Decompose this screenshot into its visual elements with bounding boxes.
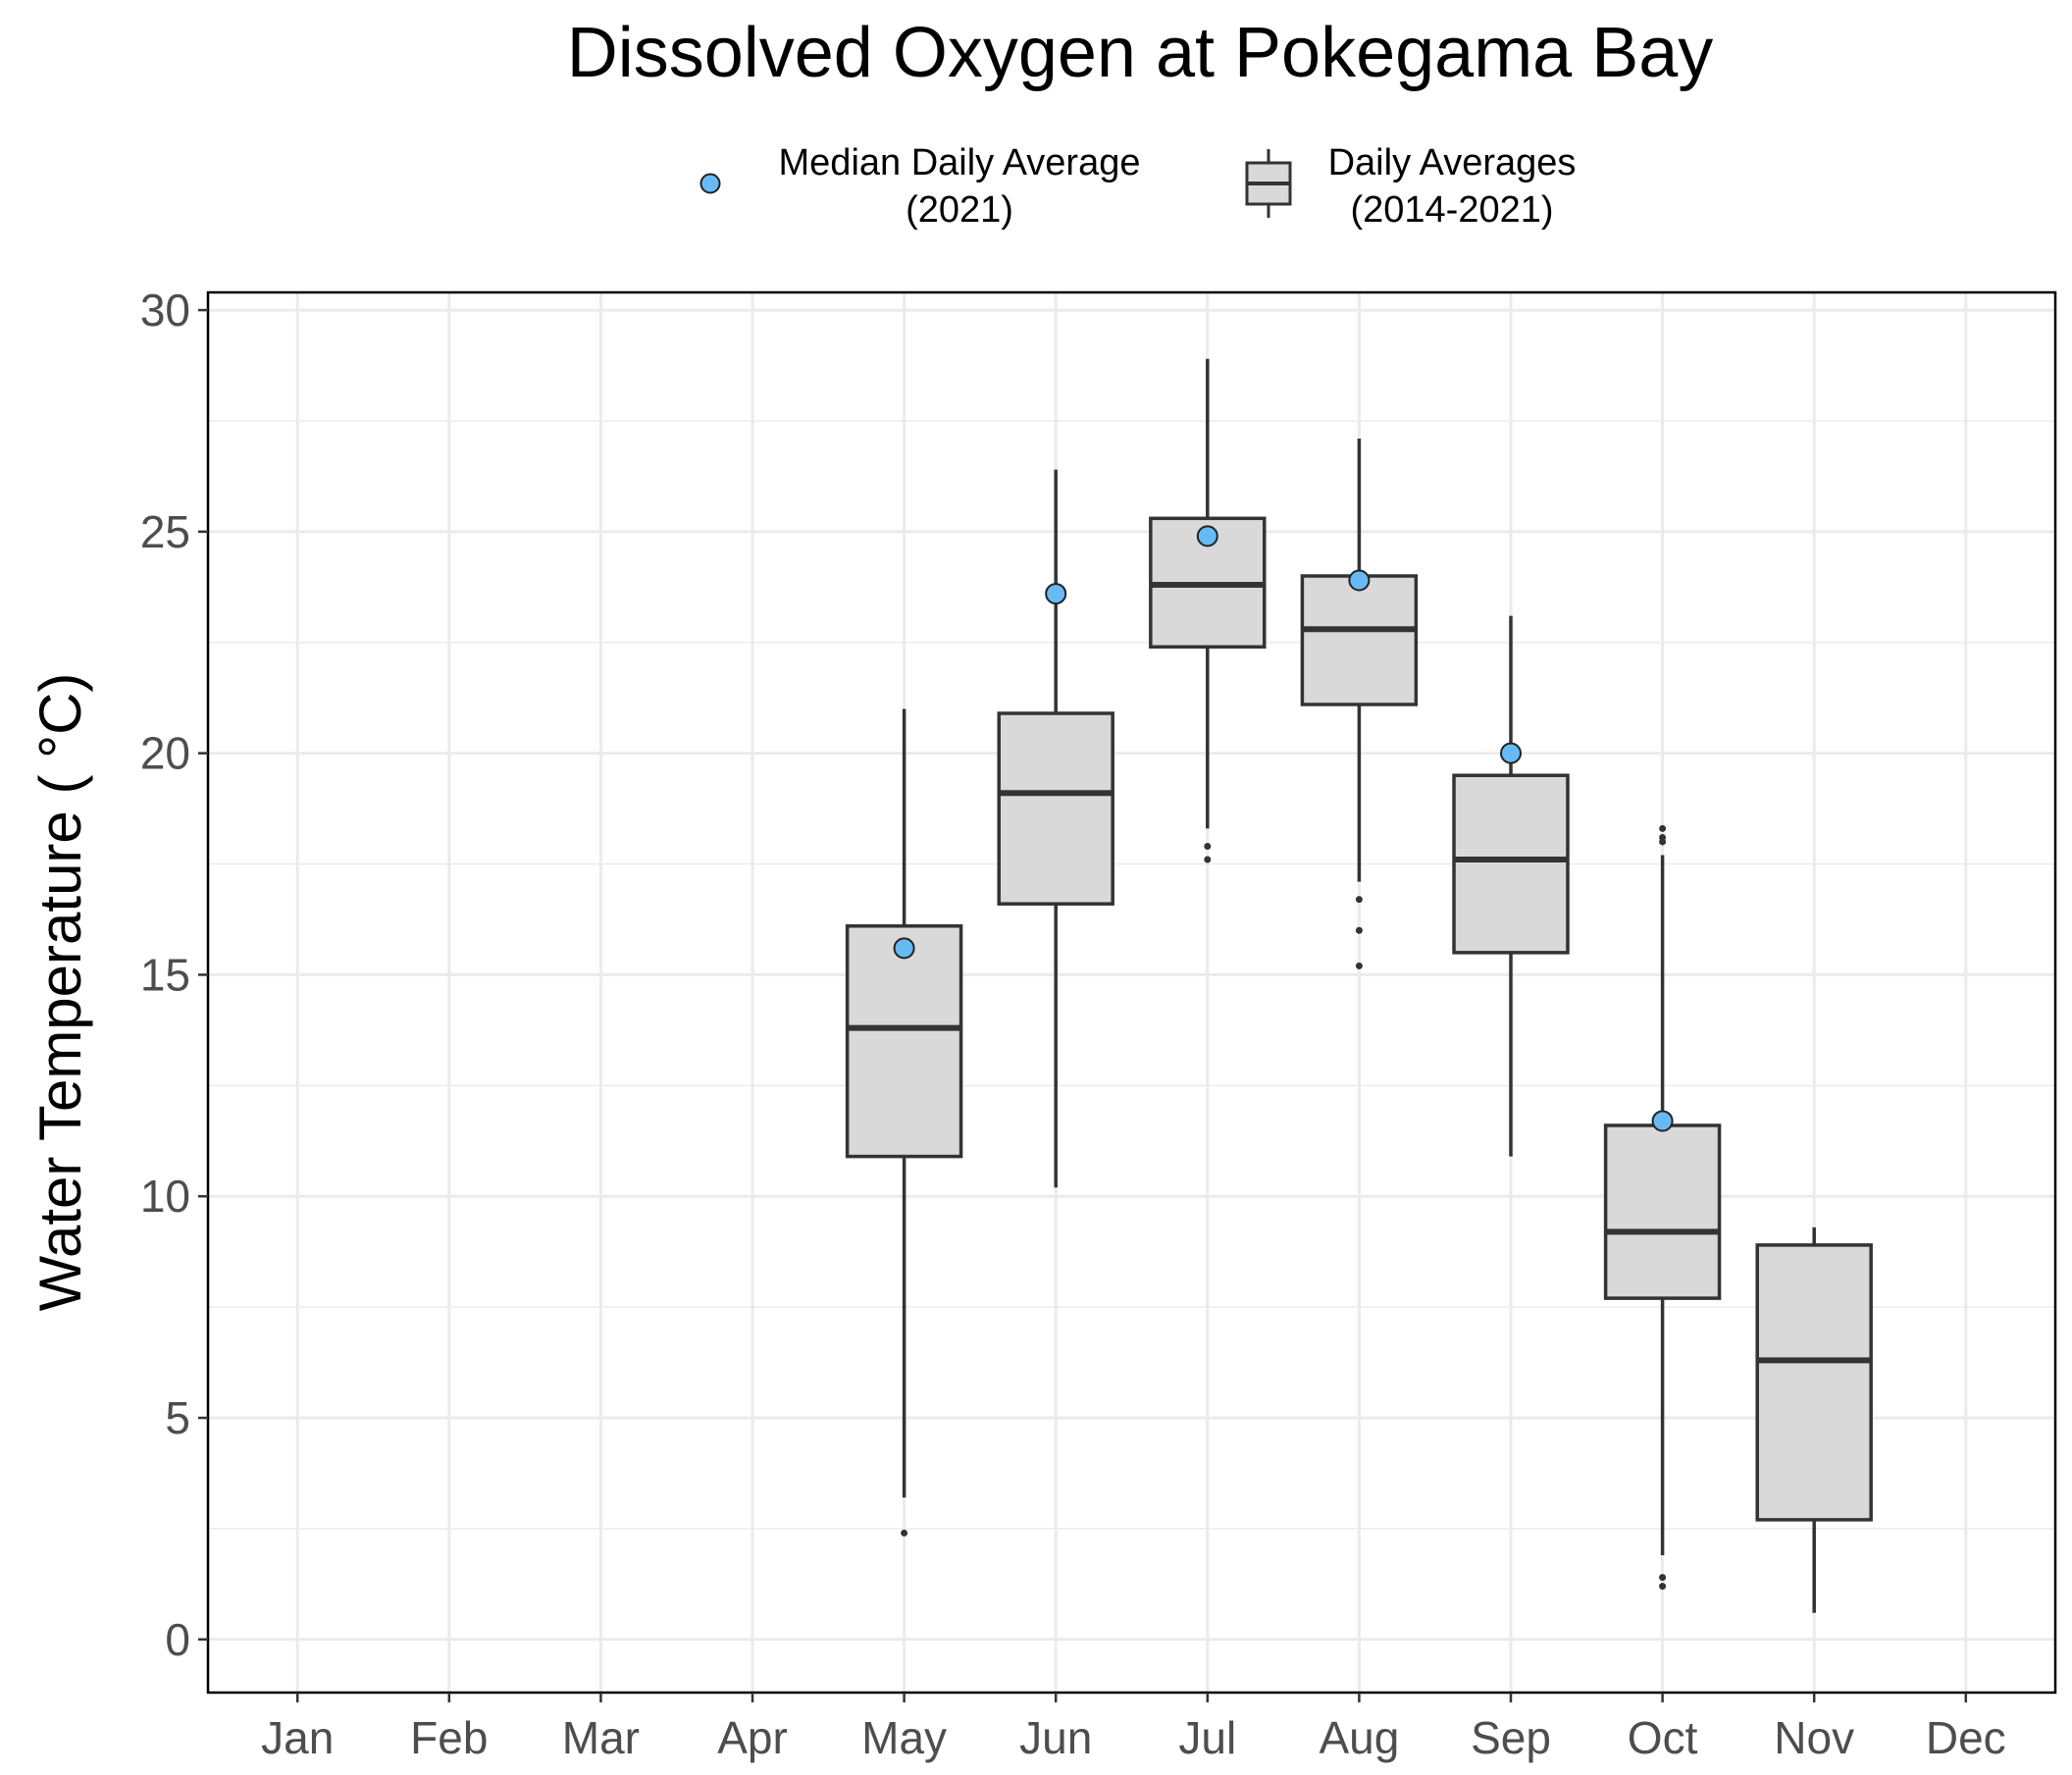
median-point-jul [1196, 525, 1218, 548]
outlier-point [1204, 842, 1212, 850]
y-tick-label: 10 [140, 1171, 190, 1222]
x-tick-label-jan: Jan [261, 1712, 334, 1763]
box-oct [1603, 824, 1722, 1591]
x-tick-label-oct: Oct [1628, 1712, 1698, 1763]
outlier-point [1204, 856, 1212, 863]
box-jul [1149, 358, 1267, 863]
box-iqr [1755, 1243, 1873, 1522]
box-sep [1452, 615, 1570, 1157]
y-tick-label: 20 [140, 728, 190, 779]
outlier-point [1659, 824, 1667, 832]
x-tick-label-mar: Mar [562, 1712, 640, 1763]
x-tick-label-jun: Jun [1019, 1712, 1092, 1763]
legend-box-label-line1: Daily Averages [1328, 142, 1577, 183]
box-nov [1755, 1227, 1873, 1613]
y-tick-label: 0 [165, 1614, 190, 1665]
legend-point-label-line1: Median Daily Average [779, 142, 1141, 183]
median-point-aug [1348, 569, 1371, 592]
x-tick-label-feb: Feb [410, 1712, 488, 1763]
x-tick-label-may: May [861, 1712, 947, 1763]
outlier-point [1659, 1583, 1667, 1591]
panel-border [206, 290, 2057, 1695]
median-point-jun [1045, 583, 1067, 605]
box-may [845, 708, 963, 1537]
y-axis-label: Water Temperature ( °C) [27, 673, 93, 1312]
median-2021-points [893, 525, 1674, 1132]
x-tick-label-sep: Sep [1471, 1712, 1551, 1763]
box-iqr [1300, 574, 1419, 706]
y-tick-label: 25 [140, 506, 190, 557]
box-iqr [1452, 773, 1570, 955]
y-tick-label: 15 [140, 949, 190, 1000]
legend: Median Daily Average (2021) Daily Averag… [699, 142, 1577, 231]
legend-box-label-line2: (2014-2021) [1350, 189, 1553, 231]
outlier-point [1355, 962, 1363, 969]
legend-point-key [699, 173, 721, 194]
outlier-point [1659, 838, 1667, 846]
x-tick-label-dec: Dec [1926, 1712, 2006, 1763]
y-tick-label: 30 [140, 285, 190, 336]
median-point-oct [1651, 1110, 1674, 1132]
y-axis: 0 5 10 15 20 25 30 [140, 285, 208, 1665]
box-jun [997, 469, 1114, 1188]
box-iqr [1603, 1123, 1722, 1300]
x-tick-label-apr: Apr [717, 1712, 788, 1763]
box-iqr [845, 924, 963, 1159]
y-tick-label: 5 [165, 1392, 190, 1443]
median-point-sep [1499, 742, 1522, 764]
outlier-point [1355, 926, 1363, 934]
boxes [845, 358, 1873, 1613]
box-iqr [997, 711, 1114, 906]
legend-point-label-line2: (2021) [906, 189, 1013, 231]
x-tick-label-nov: Nov [1774, 1712, 1854, 1763]
outlier-point [901, 1529, 908, 1537]
outlier-point [1355, 896, 1363, 904]
chart-title: Dissolved Oxygen at Pokegama Bay [567, 14, 1714, 92]
outlier-point [1659, 1574, 1667, 1582]
x-axis: Jan Feb Mar Apr May Jun Jul Aug Sep Oct Nov Dec [261, 1693, 2006, 1763]
x-tick-label-aug: Aug [1319, 1712, 1399, 1763]
x-tick-label-jul: Jul [1178, 1712, 1236, 1763]
median-point-may [893, 937, 915, 960]
